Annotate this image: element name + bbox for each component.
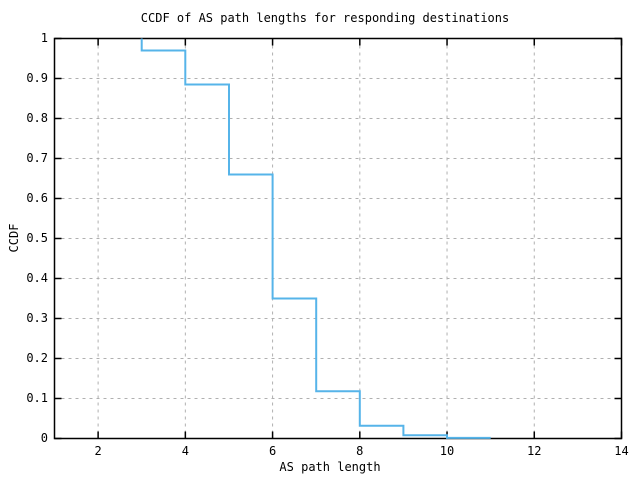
x-tick-label: 8	[356, 444, 364, 458]
x-tick-label: 4	[181, 444, 189, 458]
y-tick-label: 0	[40, 431, 48, 445]
y-tick-label: 0.6	[26, 191, 48, 205]
x-tick-label: 2	[94, 444, 102, 458]
y-tick-label: 0.1	[26, 391, 48, 405]
chart-title: CCDF of AS path lengths for responding d…	[140, 11, 510, 25]
y-tick-label: 0.3	[26, 311, 48, 325]
x-tick-label: 14	[614, 444, 629, 458]
y-tick-label: 1	[40, 31, 48, 45]
x-tick-label: 10	[439, 444, 455, 458]
y-tick-label: 0.7	[26, 151, 48, 165]
y-tick-label: 0.5	[26, 231, 48, 245]
y-tick-label: 0.4	[26, 271, 48, 285]
y-tick-label: 0.2	[26, 351, 48, 365]
x-tick-label: 12	[527, 444, 542, 458]
x-axis-label: AS path length	[279, 460, 381, 474]
y-tick-label: 0.9	[26, 71, 48, 85]
ccdf-step-line	[140, 38, 491, 439]
y-tick-label: 0.8	[26, 111, 48, 125]
plot-border	[53, 37, 623, 440]
x-tick-label: 6	[268, 444, 277, 458]
